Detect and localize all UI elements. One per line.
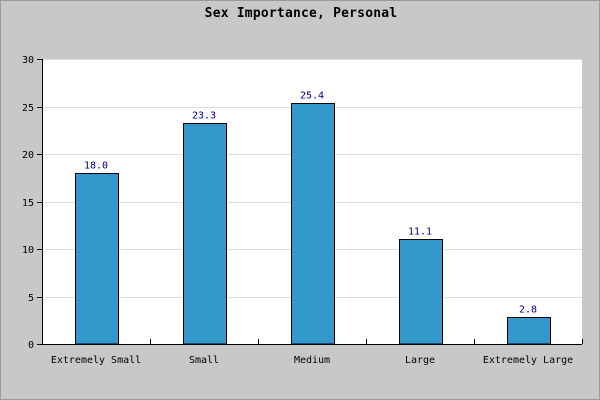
labels: 0 5 10 15 20 25 30 18.0 Extremely Small 23.3 Small…: [22, 55, 573, 366]
y-tick-label: 25: [22, 103, 34, 114]
bars: [75, 103, 551, 345]
bar: [507, 317, 551, 345]
data-label: 18.0: [84, 161, 108, 172]
y-tick-label: 10: [22, 245, 34, 256]
data-label: 2.8: [519, 305, 537, 316]
bar: [291, 103, 335, 345]
data-label: 11.1: [408, 227, 432, 238]
bar: [399, 239, 443, 345]
y-tick-label: 15: [22, 198, 34, 209]
y-tick-label: 30: [22, 55, 34, 66]
data-label: 23.3: [192, 111, 216, 122]
data-label: 25.4: [300, 91, 324, 102]
x-tick-label: Extremely Large: [483, 355, 573, 366]
y-tick-label: 0: [28, 340, 34, 351]
y-tick-label: 20: [22, 150, 34, 161]
x-tick-label: Extremely Small: [51, 355, 141, 366]
bar: [75, 173, 119, 345]
y-tick-label: 5: [28, 293, 34, 304]
chart-title: Sex Importance, Personal: [204, 6, 398, 21]
bar: [183, 123, 227, 345]
x-tick-label: Small: [189, 355, 219, 366]
x-tick-label: Medium: [294, 355, 330, 366]
x-tick-label: Large: [405, 355, 435, 366]
